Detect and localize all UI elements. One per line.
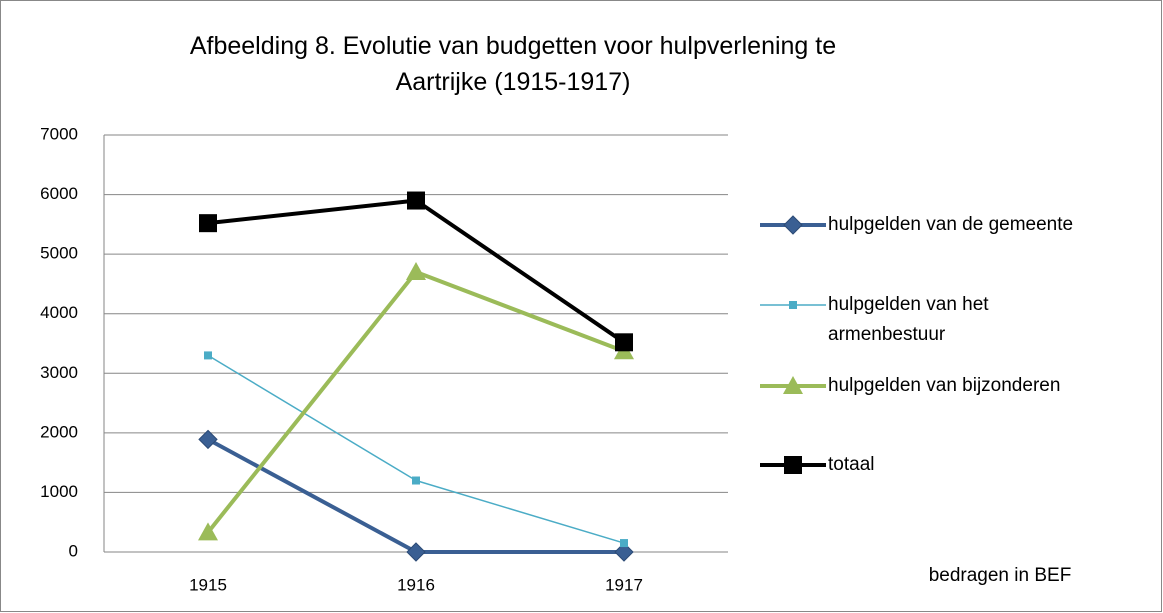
y-tick-label: 0 [69, 541, 78, 560]
data-point [406, 262, 426, 281]
y-tick-label: 1000 [40, 482, 78, 501]
x-tick-label: 1915 [189, 575, 227, 594]
x-tick-label: 1917 [605, 575, 643, 594]
chart-title: Afbeelding 8. Evolutie van budgetten voo… [189, 32, 837, 96]
legend-label: hulpgelden van de gemeente [828, 214, 1074, 235]
data-point [406, 542, 426, 562]
legend-label: hulpgelden van bijzonderen [828, 375, 1061, 396]
data-point [198, 429, 218, 450]
legend-label: hulpgelden van het armenbestuur [828, 294, 989, 345]
data-point [614, 542, 634, 562]
y-tick-label: 3000 [40, 363, 78, 382]
data-point [620, 539, 628, 548]
y-tick-label: 2000 [40, 422, 78, 441]
y-tick-label: 7000 [40, 124, 78, 143]
data-point [198, 522, 218, 541]
data-point [615, 333, 633, 352]
x-tick-label: 1916 [397, 575, 435, 594]
y-tick-label: 4000 [40, 303, 78, 322]
legend-label: totaal [828, 454, 875, 475]
y-tick-label: 6000 [40, 184, 78, 203]
y-tick-label: 5000 [40, 244, 78, 263]
data-point [407, 191, 425, 210]
data-point [412, 476, 420, 485]
legend-marker [783, 215, 803, 235]
legend-marker [789, 301, 797, 309]
data-point [204, 351, 212, 360]
legend-marker [784, 456, 802, 474]
legend-marker [783, 376, 803, 394]
annotation: bedragen in BEF [928, 565, 1072, 586]
data-point [199, 214, 217, 233]
